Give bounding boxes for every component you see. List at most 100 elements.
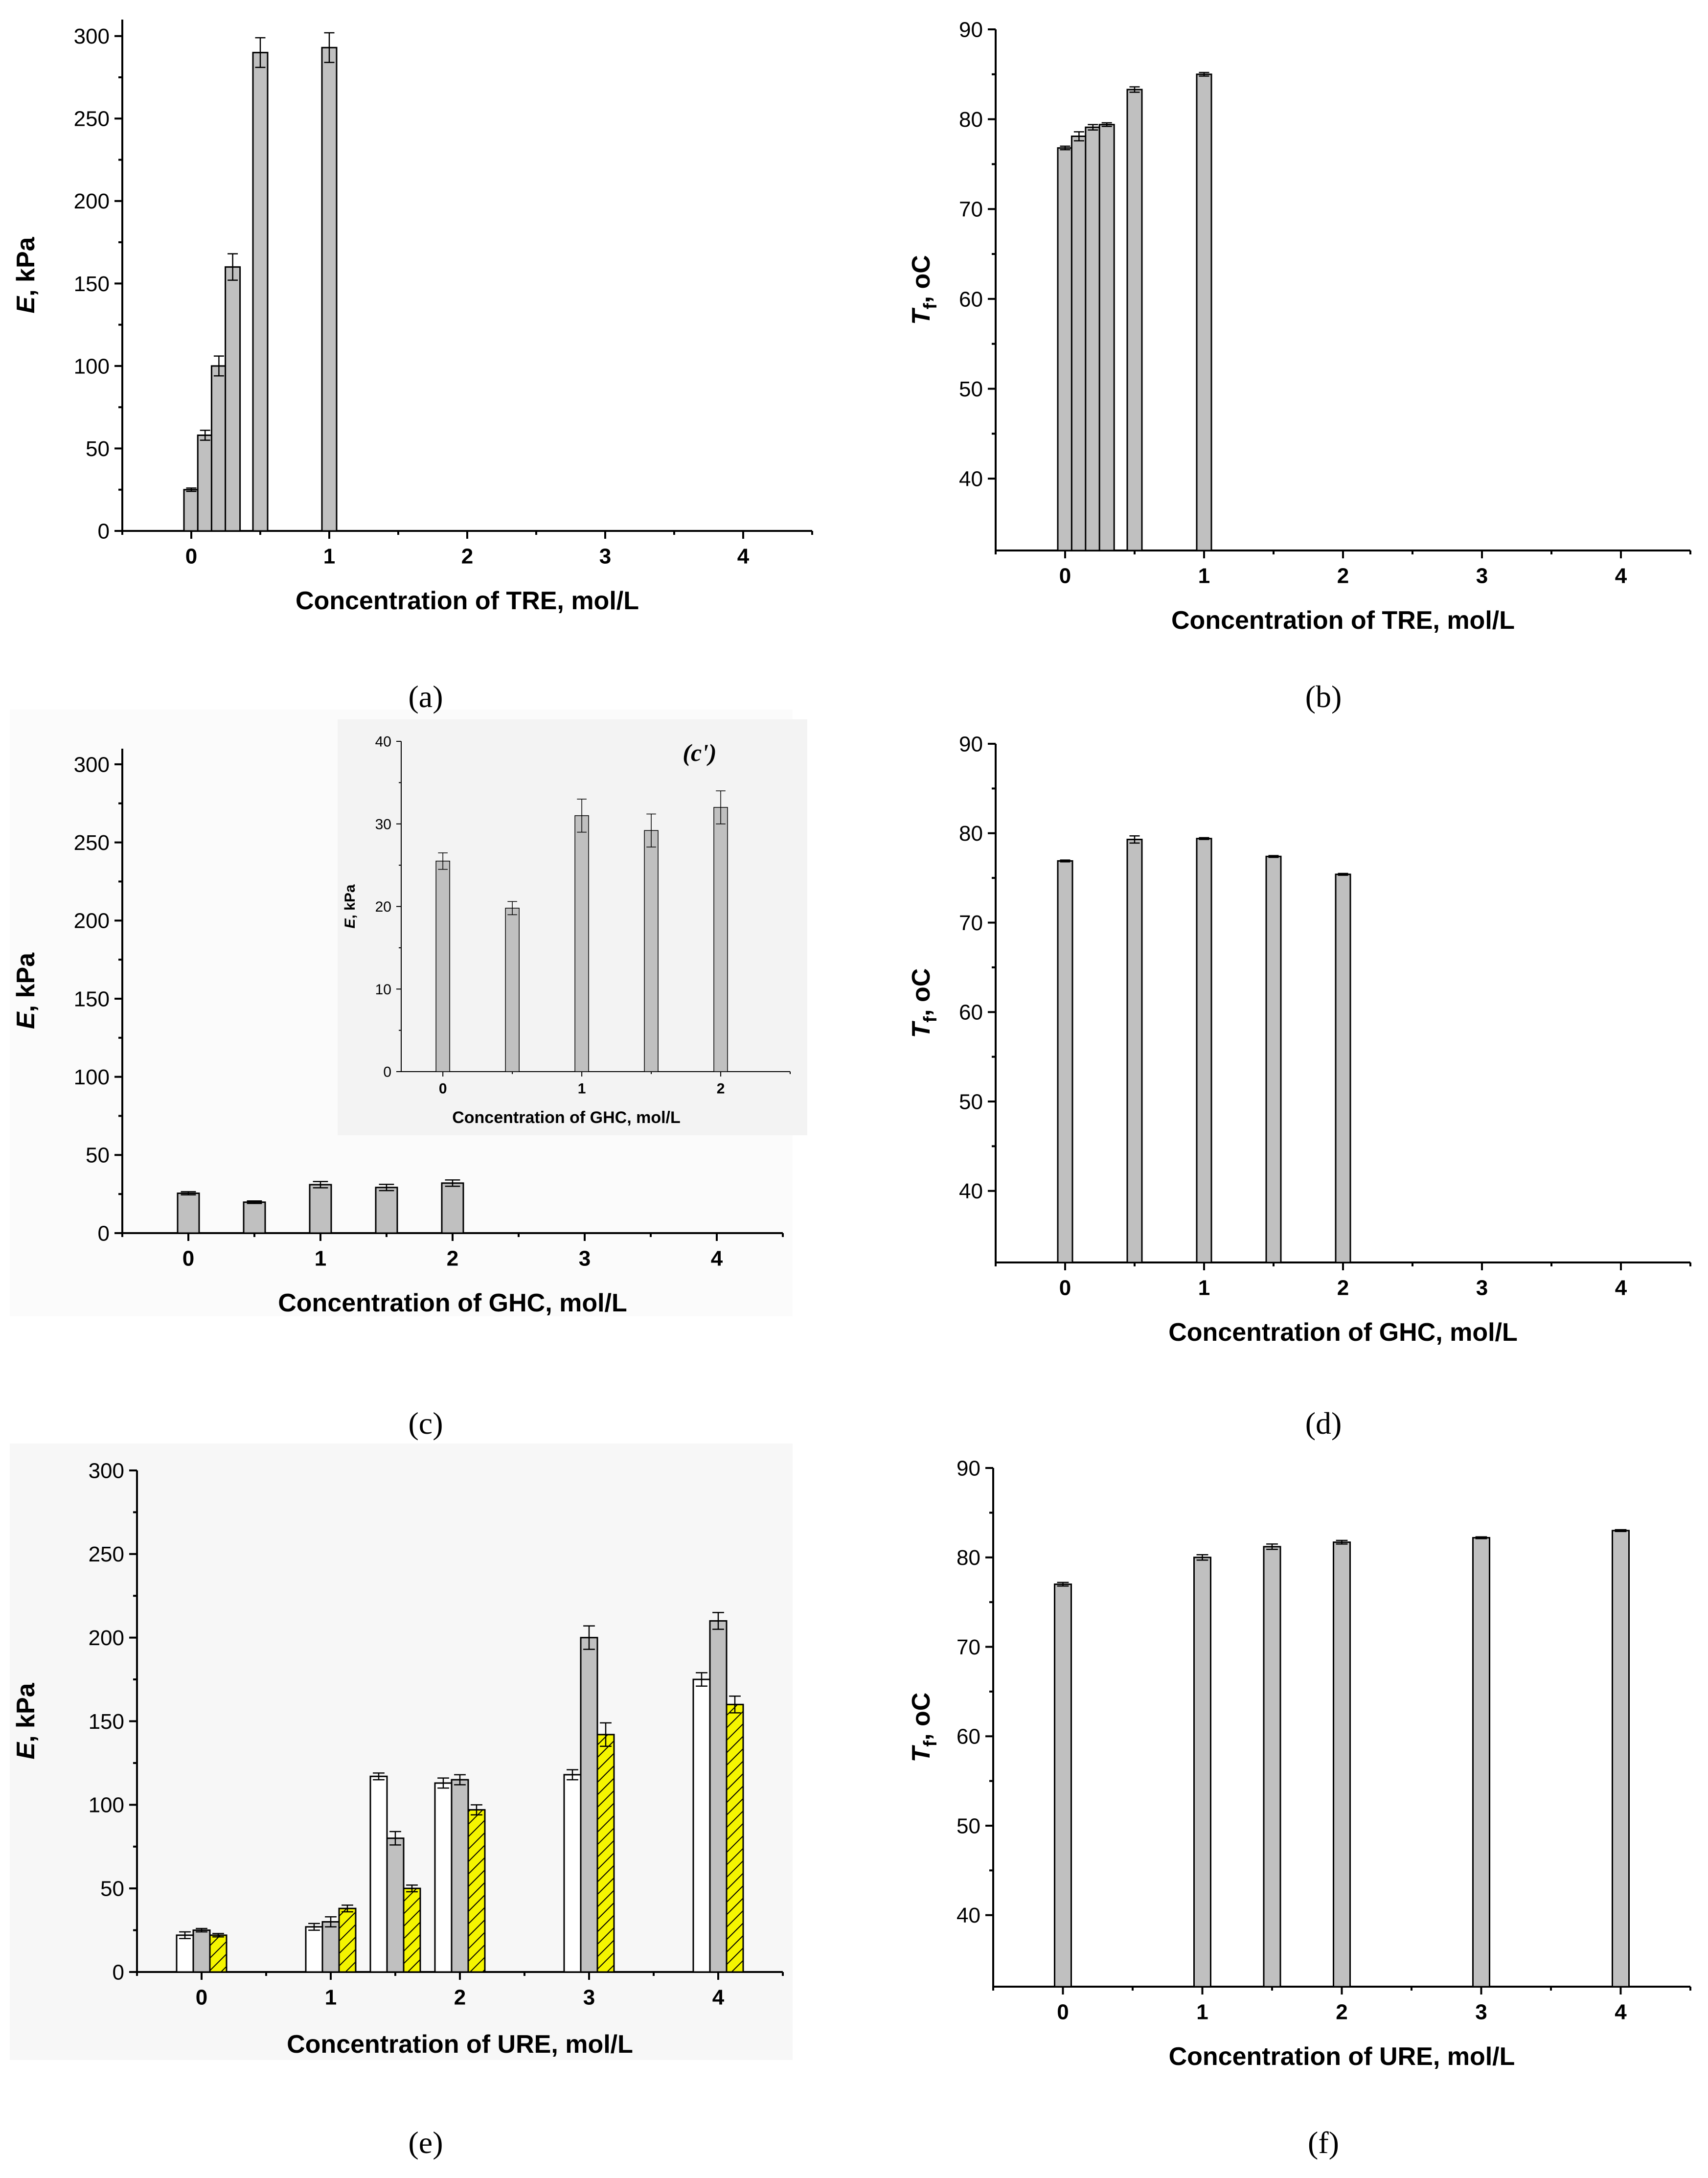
y-axis-label: E, kPa xyxy=(12,236,40,313)
panel-e-chart: 0 50 100 150 200 250 300 0 1 2 3 4 Concentration of … xyxy=(12,1459,784,2059)
bar xyxy=(210,365,227,532)
x-axis-label: Concentration of TRE, mol/L xyxy=(296,587,639,615)
x-tick-label: 0 xyxy=(1059,1276,1071,1300)
bar xyxy=(505,908,520,1072)
x-tick-label: 3 xyxy=(579,1247,591,1271)
bar xyxy=(1057,147,1073,551)
y-tick-label: 20 xyxy=(375,899,391,915)
bar xyxy=(309,1184,332,1234)
x-tick-label: 3 xyxy=(599,545,611,569)
bar xyxy=(580,1637,598,1973)
y-tick-label: 80 xyxy=(956,1546,980,1570)
x-tick-label: 4 xyxy=(712,1986,725,2010)
y-tick-label: 50 xyxy=(956,1814,980,1838)
error-bar xyxy=(1266,1543,1278,1550)
error-bar xyxy=(1199,837,1209,840)
x-tick-label: 1 xyxy=(578,1081,586,1097)
y-tick-label: 60 xyxy=(959,287,983,311)
x-tick-label: 0 xyxy=(196,1986,207,2010)
y-tick-label: 60 xyxy=(956,1725,980,1749)
x-tick-label: 1 xyxy=(315,1247,326,1271)
y-tick-label: 10 xyxy=(375,982,391,998)
error-bar xyxy=(1475,1536,1487,1539)
y-tick-label: 50 xyxy=(100,1877,124,1901)
bar xyxy=(692,1678,711,1973)
bar xyxy=(386,1837,405,1973)
x-tick-label: 4 xyxy=(1615,564,1627,588)
panel-b-chart: 40 50 60 70 80 90 0 1 2 3 4 Concentration of TRE, m… xyxy=(907,18,1691,635)
x-axis-label: Concentration of GHC, mol/L xyxy=(452,1108,681,1127)
panel-label-d: (d) xyxy=(1305,1406,1342,1441)
error-bar xyxy=(1060,859,1070,863)
error-bar xyxy=(1073,131,1084,141)
error-bar xyxy=(716,790,726,825)
bar xyxy=(252,51,269,532)
y-tick-label: 70 xyxy=(959,911,983,935)
bar xyxy=(1333,1541,1351,1988)
bar xyxy=(1070,136,1087,551)
y-tick-label: 70 xyxy=(959,198,983,222)
bar xyxy=(1057,860,1073,1263)
panel-label-a: (a) xyxy=(408,679,443,714)
bar xyxy=(467,1809,486,1973)
bar xyxy=(644,830,659,1072)
y-tick-label: 70 xyxy=(956,1635,980,1659)
bar xyxy=(192,1929,211,1973)
y-axis-label: E, kPa xyxy=(12,1682,40,1759)
x-tick-label: 0 xyxy=(439,1081,447,1097)
bar xyxy=(435,860,450,1072)
bar xyxy=(369,1775,388,1973)
x-tick-label: 4 xyxy=(737,545,750,569)
error-bar xyxy=(454,1774,466,1786)
bar xyxy=(441,1182,464,1234)
bar xyxy=(1472,1537,1490,1988)
y-tick-label: 50 xyxy=(86,1144,110,1168)
y-tick-label: 200 xyxy=(74,189,110,213)
panel-label-c: (c) xyxy=(408,1406,443,1441)
y-tick-label: 50 xyxy=(959,377,983,401)
y-tick-label: 150 xyxy=(89,1710,124,1734)
x-tick-label: 2 xyxy=(461,545,473,569)
panel-a-chart: 0 50 100 150 200 250 300 0 1 2 3 4 Concentration of … xyxy=(12,20,813,615)
error-bar xyxy=(646,813,656,848)
x-tick-label: 3 xyxy=(1476,1276,1488,1300)
bar xyxy=(1085,126,1101,551)
y-tick-label: 200 xyxy=(74,909,110,933)
y-tick-label: 40 xyxy=(959,467,983,491)
x-tick-label: 2 xyxy=(717,1081,725,1097)
bar xyxy=(183,489,200,532)
x-tick-label: 3 xyxy=(583,1986,595,2010)
y-tick-label: 250 xyxy=(74,831,110,855)
bar xyxy=(338,1907,357,1973)
bar xyxy=(1126,89,1143,551)
panel-c-inset-background xyxy=(338,719,807,1135)
error-bar xyxy=(577,799,587,833)
error-bar xyxy=(471,1804,482,1816)
y-tick-label: 0 xyxy=(98,1221,110,1245)
error-bar xyxy=(379,1184,394,1192)
error-bar xyxy=(1336,1539,1348,1545)
error-bar xyxy=(1101,122,1112,127)
bar xyxy=(451,1779,469,1973)
y-tick-label: 80 xyxy=(959,822,983,846)
y-tick-label: 40 xyxy=(375,734,391,750)
y-tick-label: 30 xyxy=(375,816,391,832)
x-axis-label: Concentration of URE, mol/L xyxy=(1169,2042,1515,2071)
error-bar xyxy=(213,355,224,377)
y-tick-label: 90 xyxy=(956,1456,980,1480)
bar xyxy=(375,1187,398,1234)
error-bar xyxy=(179,1931,191,1939)
panel-label-e: (e) xyxy=(408,2125,443,2160)
x-tick-label: 1 xyxy=(1198,564,1210,588)
bar xyxy=(321,46,338,532)
x-axis-label: Concentration of GHC, mol/L xyxy=(278,1289,627,1317)
x-tick-label: 2 xyxy=(1336,2000,1347,2024)
x-tick-label: 2 xyxy=(1337,1276,1349,1300)
error-bar xyxy=(324,32,335,63)
y-tick-label: 0 xyxy=(383,1064,391,1080)
error-bar xyxy=(600,1722,612,1747)
bar xyxy=(1335,873,1351,1263)
x-axis-label: Concentration of URE, mol/L xyxy=(287,2030,633,2059)
bar xyxy=(574,815,589,1072)
